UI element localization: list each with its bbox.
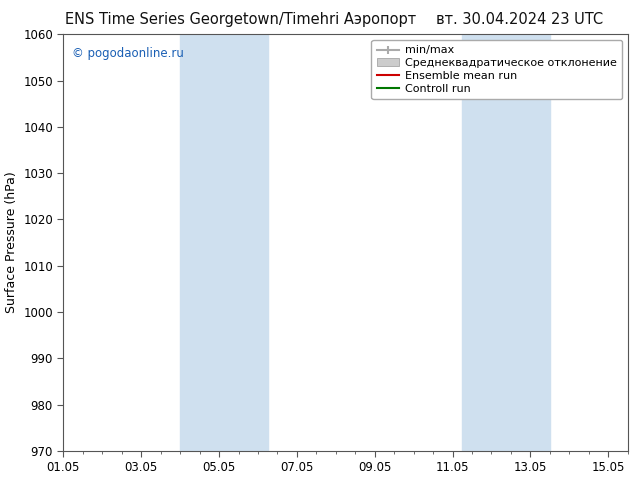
- Bar: [180, 34, 268, 451]
- Legend: min/max, Среднеквадратическое отклонение, Ensemble mean run, Controll run: min/max, Среднеквадратическое отклонение…: [372, 40, 622, 99]
- Text: © pogodaonline.ru: © pogodaonline.ru: [72, 47, 184, 60]
- Text: вт. 30.04.2024 23 UTC: вт. 30.04.2024 23 UTC: [436, 12, 604, 27]
- Text: ENS Time Series Georgetown/Timehri Аэропорт: ENS Time Series Georgetown/Timehri Аэроп…: [65, 12, 417, 27]
- Y-axis label: Surface Pressure (hPa): Surface Pressure (hPa): [4, 172, 18, 314]
- Bar: [462, 34, 550, 451]
